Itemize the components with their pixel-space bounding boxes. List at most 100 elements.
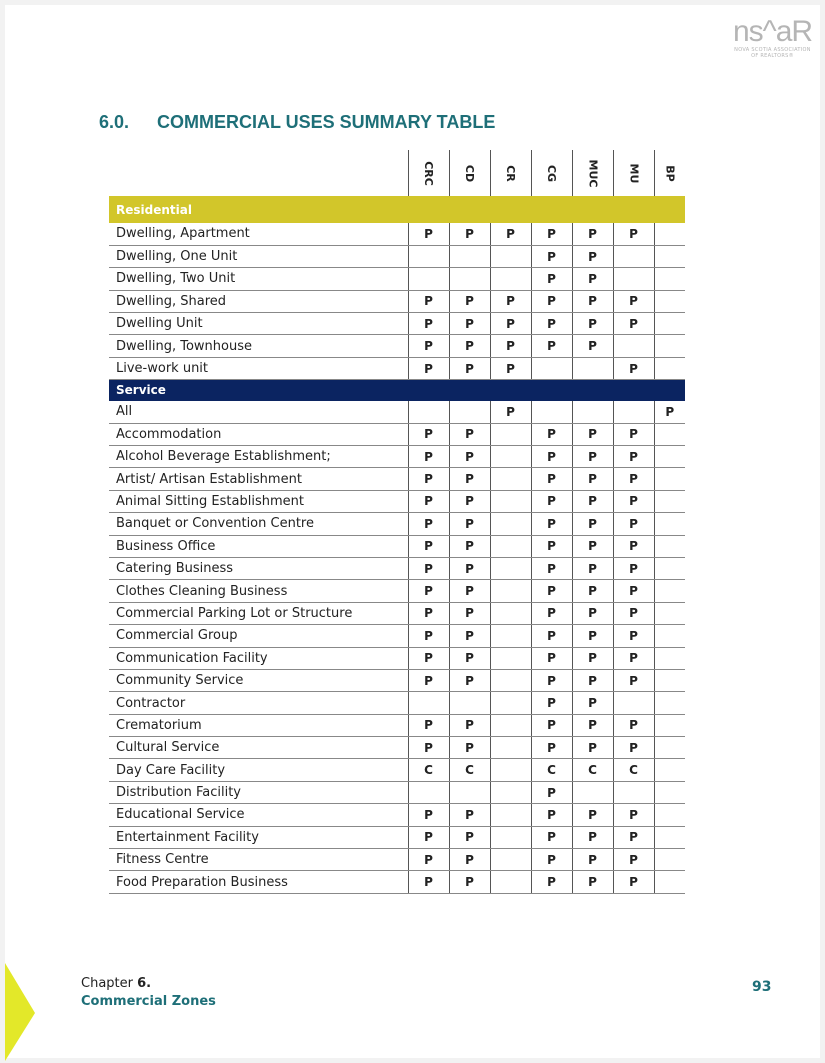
use-label: Day Care Facility: [109, 758, 408, 782]
permission-cell: [571, 781, 613, 805]
table-row: Community Service P P P P P: [109, 669, 685, 693]
permission-cell: P: [407, 602, 449, 626]
permission-cell: [653, 535, 685, 558]
permission-cell: P: [530, 602, 572, 626]
use-label: Artist/ Artisan Establishment: [109, 467, 408, 491]
permission-cell: P: [448, 290, 490, 314]
permission-cell: [448, 400, 490, 424]
table-row: Distribution Facility P: [109, 781, 685, 805]
permission-cell: P: [407, 826, 449, 850]
permission-cell: P: [530, 557, 572, 581]
permission-cell: P: [530, 423, 572, 447]
table-row: Animal Sitting Establishment P P P P P: [109, 490, 685, 514]
permission-cell: [612, 781, 654, 805]
permission-cell: P: [571, 669, 613, 693]
permission-cell: P: [448, 870, 490, 894]
permission-cell: P: [407, 714, 449, 738]
permission-cell: P: [612, 736, 654, 760]
permission-cell: P: [530, 445, 572, 469]
permission-cell: P: [407, 736, 449, 760]
permission-cell: [653, 267, 685, 291]
permission-cell: [653, 803, 685, 827]
permission-cell: P: [407, 579, 449, 603]
table-row: Clothes Cleaning Business P P P P P: [109, 579, 685, 603]
permission-cell: P: [530, 245, 572, 269]
permission-cell: P: [612, 557, 654, 581]
permission-cell: [489, 557, 531, 581]
permission-cell: P: [612, 624, 654, 648]
permission-cell: P: [571, 826, 613, 850]
use-label: Dwelling, Shared: [109, 290, 408, 314]
permission-cell: P: [612, 512, 654, 536]
permission-cell: P: [448, 579, 490, 603]
permission-cell: [489, 535, 531, 558]
permission-cell: P: [571, 647, 613, 670]
nsar-logo: ns^aR NOVA SCOTIA ASSOCIATION OF REALTOR…: [732, 15, 813, 60]
column-header-crc: CRC: [407, 150, 449, 196]
permission-cell: P: [571, 423, 613, 447]
use-label: Commercial Parking Lot or Structure: [109, 602, 408, 626]
permission-cell: C: [571, 758, 613, 782]
permission-cell: P: [571, 445, 613, 469]
permission-cell: P: [448, 512, 490, 536]
permission-cell: [653, 423, 685, 447]
use-label: Distribution Facility: [109, 781, 408, 805]
permission-cell: P: [571, 870, 613, 894]
permission-cell: P: [530, 714, 572, 738]
use-label: Food Preparation Business: [109, 870, 408, 894]
table-row: Catering Business P P P P P: [109, 557, 685, 581]
permission-cell: [407, 400, 449, 424]
permission-cell: P: [448, 445, 490, 469]
permission-cell: [653, 602, 685, 626]
permission-cell: [653, 870, 685, 894]
table-row: Educational Service P P P P P: [109, 803, 685, 827]
page-title: 6.0. COMMERCIAL USES SUMMARY TABLE: [99, 112, 496, 132]
permission-cell: P: [407, 535, 449, 558]
permission-cell: [489, 781, 531, 805]
permission-cell: P: [489, 334, 531, 358]
permission-cell: P: [407, 669, 449, 693]
permission-cell: [489, 647, 531, 670]
use-label: Dwelling, Townhouse: [109, 334, 408, 358]
permission-cell: P: [571, 223, 613, 246]
permission-cell: P: [448, 826, 490, 850]
permission-cell: P: [571, 467, 613, 491]
chapter-label: Chapter 6.: [81, 976, 152, 991]
section-label: Service: [109, 379, 685, 401]
permission-cell: P: [571, 602, 613, 626]
permission-cell: P: [448, 736, 490, 760]
use-label: Animal Sitting Establishment: [109, 490, 408, 514]
permission-cell: [448, 245, 490, 269]
permission-cell: [653, 334, 685, 358]
permission-cell: P: [407, 848, 449, 872]
permission-cell: C: [612, 758, 654, 782]
use-label: Dwelling, Apartment: [109, 223, 408, 246]
permission-cell: P: [612, 602, 654, 626]
permission-cell: P: [530, 736, 572, 760]
use-label: Accommodation: [109, 423, 408, 447]
permission-cell: [489, 691, 531, 715]
permission-cell: P: [612, 714, 654, 738]
permission-cell: P: [489, 290, 531, 314]
permission-cell: P: [571, 535, 613, 558]
permission-cell: [653, 490, 685, 514]
permission-cell: [653, 512, 685, 536]
permission-cell: P: [448, 557, 490, 581]
permission-cell: P: [530, 512, 572, 536]
permission-cell: [489, 826, 531, 850]
permission-cell: P: [530, 334, 572, 358]
permission-cell: C: [407, 758, 449, 782]
table-row: Dwelling, Townhouse P P P P P: [109, 334, 685, 358]
commercial-uses-table: CRC CD CR CG MUC MU BP Residential Dwelling, Ap…: [109, 150, 685, 894]
permission-cell: P: [612, 848, 654, 872]
permission-cell: [571, 357, 613, 381]
permission-cell: [448, 691, 490, 715]
permission-cell: [448, 267, 490, 291]
permission-cell: [653, 579, 685, 603]
permission-cell: P: [612, 669, 654, 693]
permission-cell: P: [407, 870, 449, 894]
permission-cell: [653, 781, 685, 805]
permission-cell: P: [530, 490, 572, 514]
permission-cell: P: [530, 781, 572, 805]
permission-cell: P: [530, 826, 572, 850]
